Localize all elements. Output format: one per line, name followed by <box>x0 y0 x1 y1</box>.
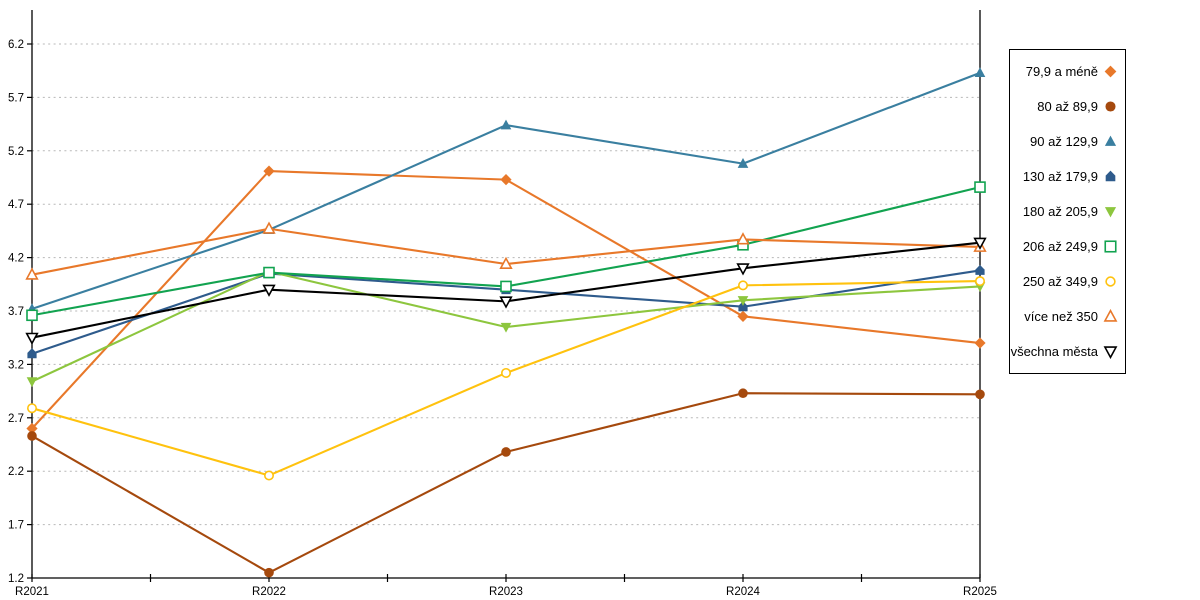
legend-marker-circle-icon <box>1105 101 1116 112</box>
legend-item-label: všechna města <box>1010 344 1098 359</box>
y-tick-label: 6.2 <box>8 39 24 51</box>
marker-circle-icon <box>263 470 274 481</box>
marker-circle-icon <box>26 403 37 414</box>
y-tick-label: 2.7 <box>8 413 24 425</box>
y-tick-label: 5.2 <box>8 146 24 158</box>
x-tick-label: R2021 <box>15 586 49 598</box>
legend-item: více než 350 <box>1010 299 1125 334</box>
marker-circle-icon <box>738 388 748 399</box>
series-line <box>30 186 982 317</box>
series-7 <box>25 221 987 280</box>
legend: 79,9 a méně 80 až 89,9 90 až 129,9 130 až 1… <box>1009 49 1126 374</box>
series-line <box>30 280 982 477</box>
x-tick-label: R2025 <box>963 586 997 598</box>
legend-item-label: 250 až 349,9 <box>1022 274 1098 289</box>
y-tick-label: 2.2 <box>8 466 24 478</box>
marker-circle-icon <box>974 276 985 287</box>
marker-triangle-up-icon <box>500 119 512 130</box>
marker-triangle-up-icon <box>736 232 750 245</box>
legend-item: 80 až 89,9 <box>1010 89 1125 124</box>
marker-triangle-down-icon <box>26 377 38 388</box>
marker-circle-icon <box>975 389 985 400</box>
legend-marker-circle-icon <box>1105 276 1116 287</box>
legend-item: všechna města <box>1010 334 1125 369</box>
marker-diamond-icon <box>737 310 749 322</box>
marker-square-icon <box>974 181 986 193</box>
x-tick-label: R2023 <box>489 586 523 598</box>
marker-triangle-down-icon <box>262 284 276 297</box>
marker-triangle-down-icon <box>500 322 512 333</box>
series-1 <box>27 388 985 578</box>
series-8 <box>25 237 987 345</box>
series-5 <box>26 181 986 322</box>
legend-item-label: 79,9 a méně <box>1025 64 1098 79</box>
marker-square-icon <box>26 309 38 322</box>
marker-triangle-up-icon <box>974 67 986 78</box>
y-tick-label: 5.7 <box>8 92 24 104</box>
legend-item-label: 180 až 205,9 <box>1022 204 1098 219</box>
marker-triangle-up-icon <box>499 256 513 270</box>
legend-marker-diamond-icon <box>1104 65 1117 78</box>
marker-triangle-up-icon <box>737 158 749 168</box>
marker-diamond-icon <box>974 337 986 349</box>
legend-item-label: více než 350 <box>1024 309 1098 324</box>
y-tick-label: 3.7 <box>8 306 24 318</box>
legend-marker-triangle-down-icon <box>1103 346 1118 359</box>
marker-diamond-icon <box>263 165 275 177</box>
y-tick-label: 3.2 <box>8 359 24 371</box>
marker-pentagon-icon <box>738 301 748 312</box>
series-6 <box>26 276 985 481</box>
legend-marker-triangle-up-icon <box>1104 135 1117 146</box>
marker-circle-icon <box>500 367 511 378</box>
y-tick-label: 1.2 <box>8 573 24 585</box>
marker-diamond-icon <box>500 174 512 186</box>
marker-triangle-down-icon <box>499 296 513 309</box>
marker-pentagon-icon <box>975 264 985 275</box>
marker-circle-icon <box>737 280 748 291</box>
x-tick-label: R2024 <box>726 586 760 598</box>
legend-item: 250 až 349,9 <box>1010 264 1125 299</box>
marker-circle-icon <box>264 567 274 578</box>
legend-marker-triangle-up-icon <box>1103 309 1118 322</box>
legend-item-label: 206 až 249,9 <box>1022 239 1098 254</box>
legend-item: 206 až 249,9 <box>1010 229 1125 264</box>
legend-item-label: 90 až 129,9 <box>1030 134 1098 149</box>
marker-circle-icon <box>501 447 511 457</box>
y-tick-label: 4.7 <box>8 199 24 211</box>
y-tick-label: 4.2 <box>8 253 24 265</box>
marker-square-icon <box>263 266 275 279</box>
legend-item: 130 až 179,9 <box>1010 159 1125 194</box>
legend-item: 180 až 205,9 <box>1010 194 1125 229</box>
legend-item: 79,9 a méně <box>1010 54 1125 89</box>
marker-square-icon <box>500 280 512 293</box>
marker-pentagon-icon <box>27 348 37 359</box>
marker-triangle-down-icon <box>736 263 750 276</box>
legend-item-label: 130 až 179,9 <box>1022 169 1098 184</box>
legend-marker-pentagon-icon <box>1105 170 1116 182</box>
gridlines <box>32 43 980 526</box>
marker-circle-icon <box>27 431 37 441</box>
marker-triangle-down-icon <box>737 296 749 306</box>
marker-triangle-down-icon <box>973 237 987 250</box>
marker-diamond-icon <box>26 422 38 435</box>
axes: 1.2 1.7 2.2 2.7 3.2 3.7 4.2 4.7 5.2 5.7 6.2 R2021 R2… <box>8 10 997 598</box>
y-tick-label: 1.7 <box>8 520 24 532</box>
legend-item: 90 až 129,9 <box>1010 124 1125 159</box>
x-tick-label: R2022 <box>252 586 286 598</box>
series-line <box>30 392 982 574</box>
marker-triangle-up-icon <box>25 267 39 280</box>
marker-triangle-down-icon <box>25 332 39 345</box>
legend-marker-triangle-down-icon <box>1104 207 1117 218</box>
legend-item-label: 80 až 89,9 <box>1037 99 1098 114</box>
marker-triangle-up-icon <box>262 221 276 234</box>
series-2 <box>26 67 986 314</box>
legend-marker-square-icon <box>1104 240 1117 253</box>
